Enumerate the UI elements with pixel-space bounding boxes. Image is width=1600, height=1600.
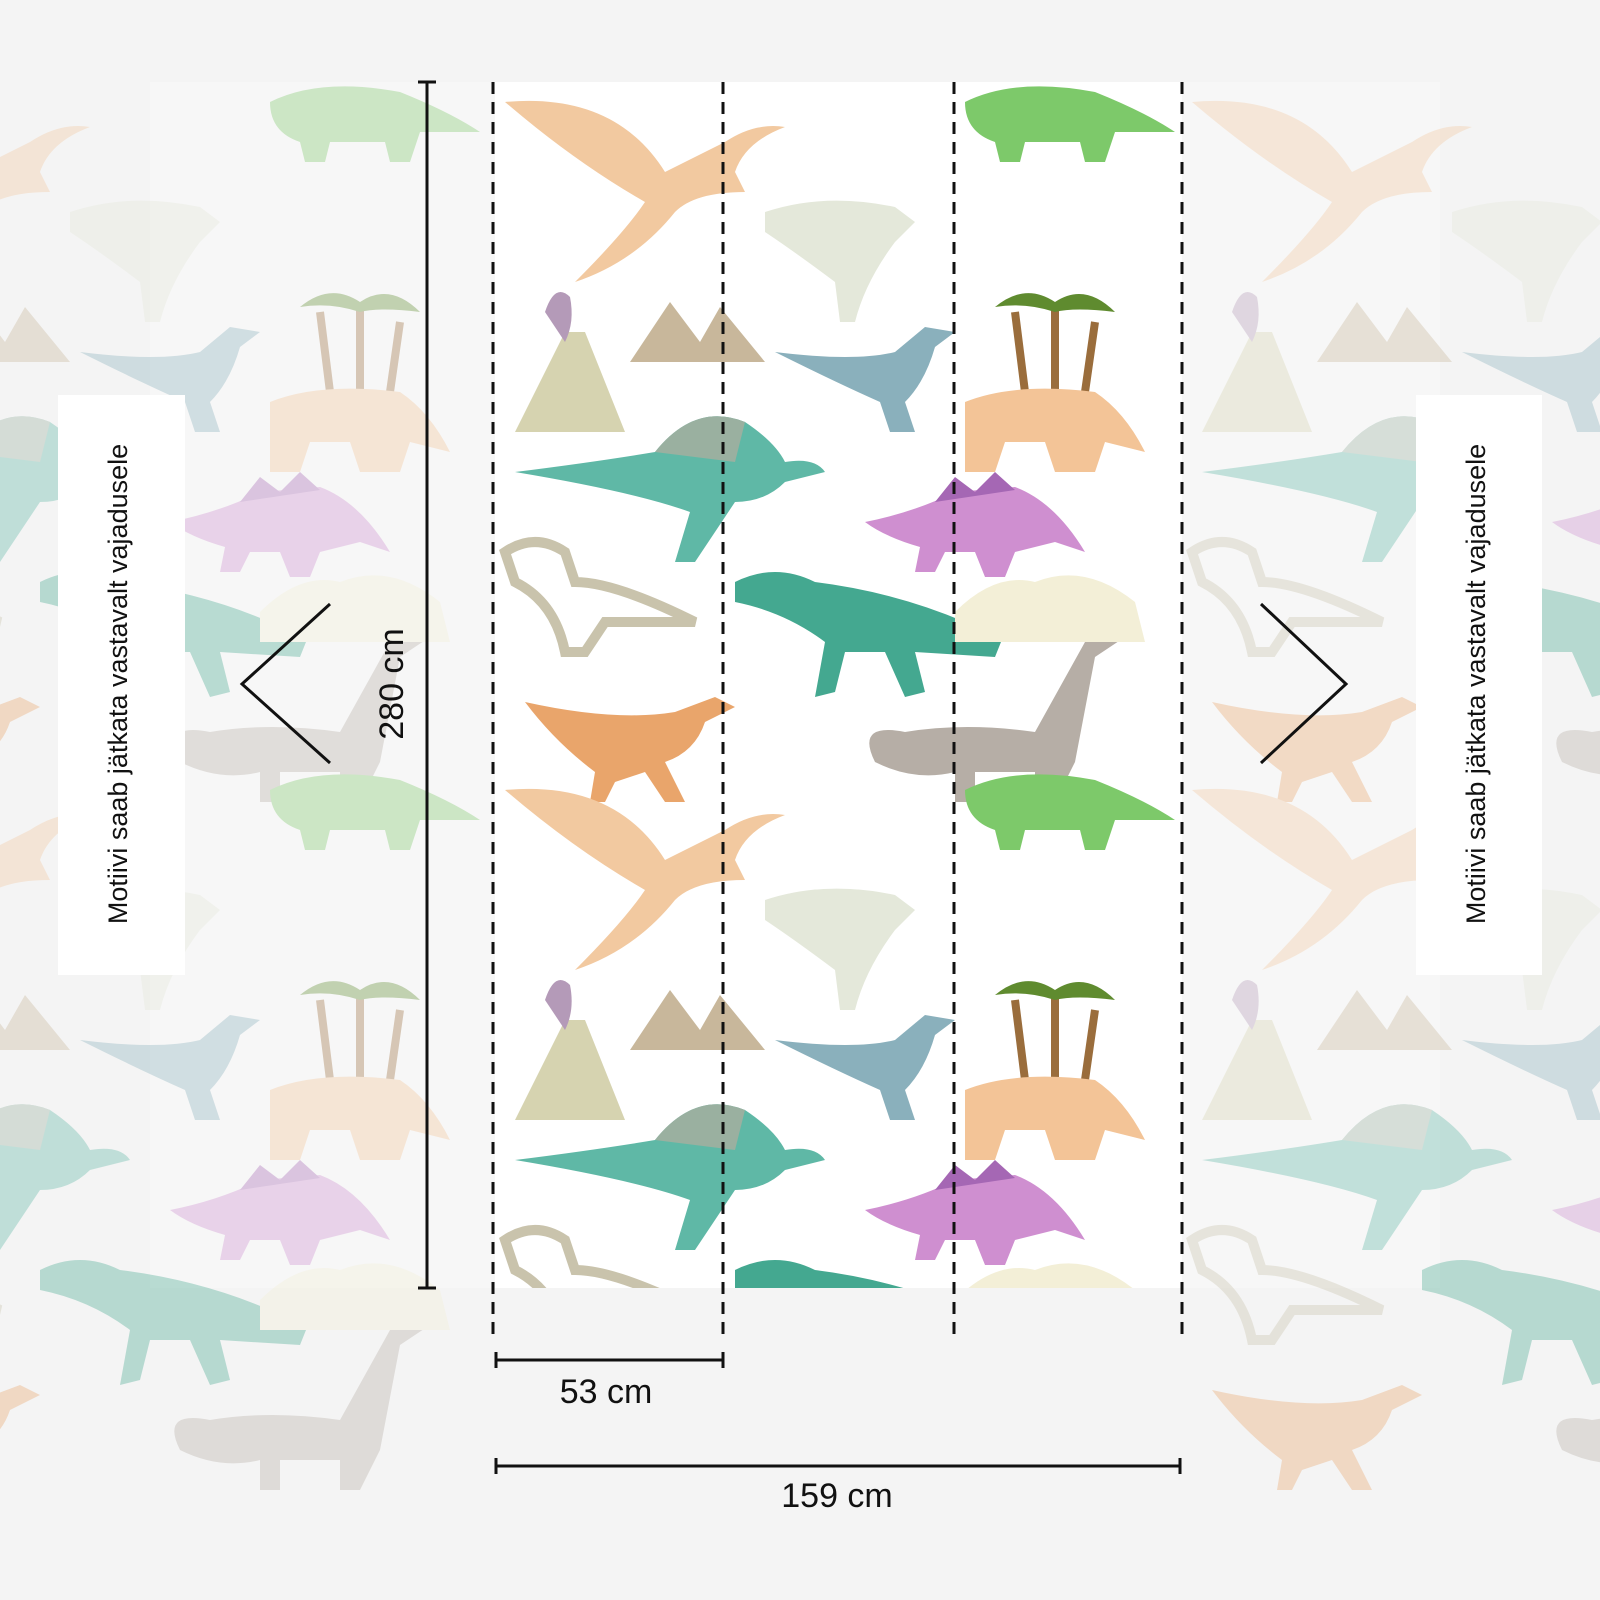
note-box-left xyxy=(58,395,185,975)
side-note-right: Motiivi saab jätkata vastavalt vajadusel… xyxy=(1461,444,1491,924)
total-width-measure xyxy=(494,1458,1182,1474)
strip-lines xyxy=(491,82,1184,1339)
note-box-right xyxy=(1416,395,1542,975)
total-width-label: 159 cm xyxy=(781,1477,893,1515)
arrow-left xyxy=(239,602,332,765)
arrow-right xyxy=(1259,602,1349,765)
side-note-left: Motiivi saab jätkata vastavalt vajadusel… xyxy=(103,444,133,924)
height-measure xyxy=(418,80,436,1290)
strip-width-label: 53 cm xyxy=(560,1373,653,1411)
strip-width-measure xyxy=(494,1352,725,1368)
height-label: 280 cm xyxy=(373,628,411,740)
wallpaper-panel xyxy=(495,82,1182,1288)
